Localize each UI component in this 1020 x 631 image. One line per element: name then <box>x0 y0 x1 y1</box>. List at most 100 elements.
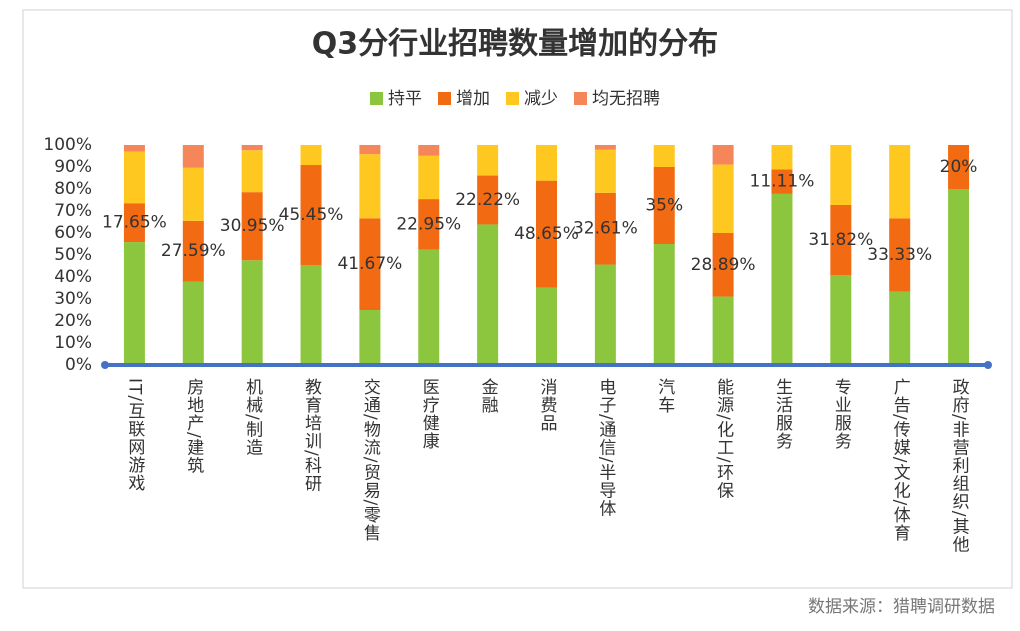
x-tick-label: 专业服务 <box>831 378 852 450</box>
legend-label: 减少 <box>524 89 558 109</box>
y-tick-label: 50% <box>54 245 92 265</box>
y-tick-label: 40% <box>54 267 92 287</box>
bar-segment <box>771 145 793 170</box>
bar-segment <box>477 175 499 225</box>
bar-segment <box>359 310 381 365</box>
bar-segment <box>536 180 557 288</box>
y-tick-label: 30% <box>54 289 92 309</box>
y-tick-label: 60% <box>54 223 92 243</box>
legend-label: 均无招聘 <box>592 89 660 109</box>
data-label: 32.61% <box>573 219 638 239</box>
data-label: 22.22% <box>455 190 520 210</box>
bar-segment <box>300 145 322 166</box>
data-label: 20% <box>940 157 978 177</box>
data-label: 11.11% <box>750 172 815 192</box>
bar-segment <box>300 265 322 365</box>
bar-segment <box>830 204 852 275</box>
x-tick-label: 生活服务 <box>772 378 793 450</box>
source-note: 数据来源：猎聘调研数据 <box>808 597 995 617</box>
bar-segment <box>712 145 734 165</box>
bar-segment <box>241 260 263 365</box>
bar-segment <box>241 145 263 151</box>
y-tick-label: 90% <box>54 157 92 177</box>
bar-segment <box>594 192 616 265</box>
legend-label: 持平 <box>388 89 422 109</box>
data-label: 35% <box>645 196 683 216</box>
bar-segment <box>889 218 911 292</box>
bar-segment <box>300 165 322 266</box>
x-tick-label: 广告/传媒/文化/体育 <box>890 378 911 542</box>
data-label: 31.82% <box>808 230 873 250</box>
bar-segment <box>712 233 734 297</box>
x-tick-label: 能源/化工/环保 <box>713 378 734 500</box>
bar-segment <box>182 145 204 168</box>
bar-segment <box>418 145 440 156</box>
bar-segment <box>241 150 263 193</box>
data-label: 27.59% <box>161 241 226 261</box>
bar-segment <box>889 145 911 219</box>
bar-segment <box>182 220 204 282</box>
bar-segment <box>889 291 911 365</box>
data-label: 33.33% <box>867 245 932 265</box>
x-tick-label: 交通/物流/贸易/零售 <box>360 378 381 542</box>
bar-segment <box>830 145 852 205</box>
bar-segment <box>771 193 793 365</box>
bar-segment <box>712 164 734 233</box>
bar-segment <box>182 281 204 365</box>
legend-swatch <box>506 92 519 105</box>
bar-segment <box>536 287 557 365</box>
bar-segment <box>477 224 499 365</box>
y-tick-label: 20% <box>54 311 92 331</box>
bar-segment <box>594 145 616 150</box>
data-label: 41.67% <box>337 254 402 274</box>
data-label: 30.95% <box>220 216 285 236</box>
bar-segment <box>359 144 381 155</box>
bar-segment <box>653 167 675 244</box>
axis-end <box>101 361 109 369</box>
bar-segment <box>123 145 145 152</box>
data-label: 22.95% <box>396 214 461 234</box>
bar-segment <box>771 169 793 194</box>
bar-segment <box>948 189 970 365</box>
x-tick-label: 电子/通信/半导体 <box>595 378 616 518</box>
legend-swatch <box>370 92 383 105</box>
legend-label: 增加 <box>456 89 490 109</box>
bar-segment <box>594 264 616 365</box>
bar-segment <box>241 192 263 261</box>
bar-segment <box>418 249 440 365</box>
data-label: 48.65% <box>514 224 579 244</box>
bar-segment <box>653 244 675 365</box>
y-tick-label: 0% <box>65 355 92 375</box>
y-tick-label: 10% <box>54 333 92 353</box>
legend-swatch <box>574 92 587 105</box>
bar-segment <box>948 145 970 189</box>
bar-segment <box>830 274 852 365</box>
bar-segment <box>653 145 675 167</box>
bar-segment <box>418 199 440 250</box>
data-label: 17.65% <box>102 213 167 233</box>
bar-segment <box>182 167 204 221</box>
x-tick-label: 教育培训/科研 <box>301 378 322 493</box>
bar-segment <box>123 203 145 243</box>
y-tick-label: 70% <box>54 201 92 221</box>
axis-end <box>984 361 992 369</box>
x-tick-label: 房地产/建筑 <box>183 378 204 475</box>
x-tick-label: 政府/非营利组织/其他 <box>949 378 970 554</box>
bar-segment <box>477 145 499 176</box>
bar-segment <box>359 154 381 219</box>
chart-title: Q3分行业招聘数量增加的分布 <box>312 27 718 62</box>
data-label: 28.89% <box>691 255 756 275</box>
x-tick-label: 医疗健康 <box>419 378 440 450</box>
y-tick-label: 80% <box>54 179 92 199</box>
bar-segment <box>418 155 440 200</box>
x-tick-label: 机械/制造 <box>242 378 263 457</box>
bar-segment <box>712 296 734 365</box>
x-tick-label: 汽车 <box>654 378 675 414</box>
y-tick-label: 100% <box>43 135 92 155</box>
legend-swatch <box>438 92 451 105</box>
x-tick-label: 金融 <box>478 378 499 414</box>
bar-segment <box>594 149 616 193</box>
data-label: 45.45% <box>279 205 344 225</box>
x-tick-label: 消费品 <box>537 378 558 432</box>
